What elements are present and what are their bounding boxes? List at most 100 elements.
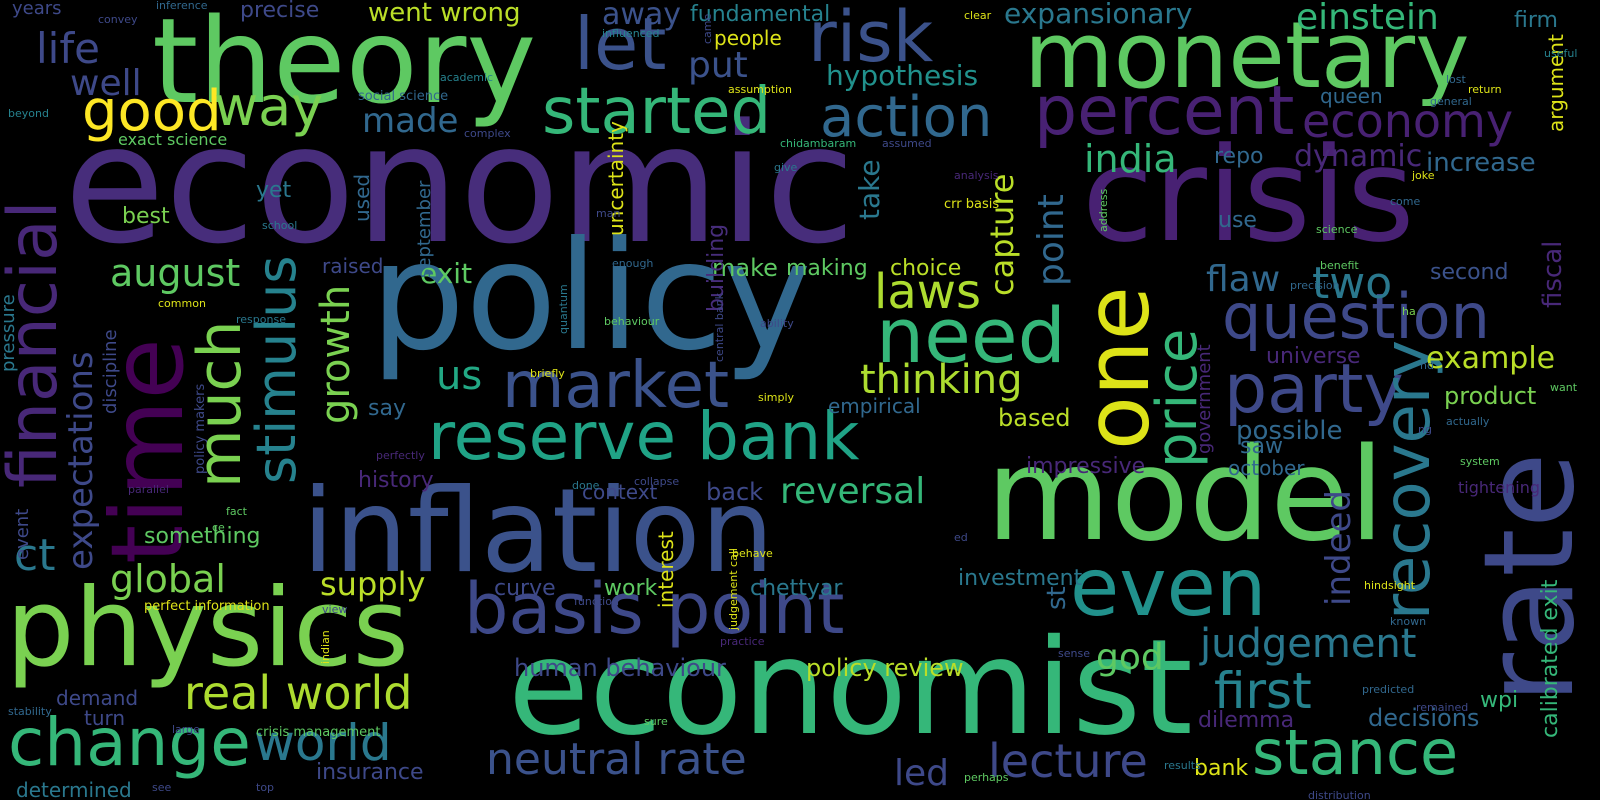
word: two <box>1312 258 1393 309</box>
word: stimulus <box>245 255 308 485</box>
word: increase <box>1426 148 1536 178</box>
word: change <box>8 704 251 781</box>
word: inference <box>156 0 208 12</box>
word: hypothesis <box>826 59 979 92</box>
word: behaviour <box>604 315 660 328</box>
word: august <box>110 251 241 295</box>
word: second <box>1430 260 1509 285</box>
word: influenced <box>602 27 660 40</box>
word: turn <box>84 706 126 730</box>
word: led <box>894 753 950 794</box>
word: address <box>1097 188 1110 232</box>
word: life <box>36 24 100 73</box>
word: einstein <box>1296 0 1439 38</box>
word: discipline <box>100 329 121 414</box>
word: sense <box>1058 647 1090 660</box>
word: fundamental <box>690 2 831 27</box>
word: ed <box>954 531 968 544</box>
word: economic <box>64 89 856 280</box>
word: parallel <box>128 483 169 496</box>
word: fiscal <box>1538 240 1568 308</box>
word: away <box>602 0 682 32</box>
word: pressure <box>0 294 19 372</box>
word: put <box>688 45 748 86</box>
word: want <box>1550 381 1578 394</box>
word: used <box>350 173 374 222</box>
word: return <box>1468 83 1502 96</box>
word: making <box>786 256 868 281</box>
word: exit <box>420 257 473 290</box>
word: possible <box>1236 416 1343 446</box>
word: september <box>414 180 435 278</box>
word: question <box>1222 280 1490 353</box>
word: flaw <box>1206 259 1281 300</box>
word: product <box>1444 382 1537 410</box>
word: make <box>712 254 778 282</box>
word: raised <box>322 254 384 278</box>
word: based <box>998 404 1071 432</box>
word: social science <box>358 89 449 104</box>
word: done <box>572 479 600 492</box>
word: monetary <box>1024 2 1470 109</box>
word: human behaviour <box>514 654 726 682</box>
word: actually <box>1446 415 1490 428</box>
word: investment <box>958 566 1083 591</box>
word: give <box>774 161 798 174</box>
word: curve <box>494 576 556 601</box>
word: sure <box>644 715 668 728</box>
word: expansionary <box>1004 0 1193 30</box>
word: party <box>1224 350 1404 429</box>
word: hindsight <box>1364 579 1416 592</box>
word: empirical <box>828 394 921 418</box>
word: action <box>820 85 993 150</box>
word: stance <box>1252 716 1459 789</box>
word: complex <box>464 127 511 140</box>
word: risk <box>808 0 934 78</box>
word: economist <box>508 611 1193 765</box>
word: central bank <box>713 293 726 362</box>
word: results <box>1164 759 1201 772</box>
word: say <box>368 396 406 421</box>
word: indeed <box>1319 490 1359 606</box>
word: model <box>986 421 1385 570</box>
word: choice <box>890 256 962 281</box>
word: demand <box>56 686 139 710</box>
word: function <box>574 595 619 608</box>
word: come <box>1390 195 1421 208</box>
word: benefit <box>1320 259 1359 272</box>
word: something <box>144 524 261 549</box>
word: lost <box>1446 73 1466 86</box>
word: came <box>701 13 714 44</box>
word: percent <box>1034 72 1295 151</box>
word: common <box>158 297 206 310</box>
word: convey <box>98 13 138 26</box>
word: crisis <box>1082 119 1415 271</box>
word: reversal <box>780 471 926 512</box>
word: perhaps <box>964 771 1009 784</box>
word: remained <box>1416 701 1469 714</box>
word: universe <box>1266 344 1361 369</box>
word: predicted <box>1362 683 1415 696</box>
word: enough <box>612 257 654 270</box>
word: india <box>1084 137 1177 181</box>
word: back <box>706 478 764 506</box>
word: global <box>110 557 226 601</box>
word: distribution <box>1308 789 1371 800</box>
word: dynamic <box>1294 139 1423 174</box>
word: made <box>362 101 459 141</box>
word: example <box>1426 341 1556 376</box>
word: behave <box>732 547 773 560</box>
word: beyond <box>8 107 49 120</box>
word: repo <box>1214 144 1264 169</box>
word: analysis <box>954 169 999 182</box>
word: crr basis <box>944 197 1000 212</box>
word: clear <box>964 9 992 22</box>
word: perfect information <box>144 599 270 614</box>
word: even <box>1070 541 1267 634</box>
word: decisions <box>1368 704 1480 732</box>
word: quantum <box>557 284 570 334</box>
word: perfectly <box>376 449 425 462</box>
word: useful <box>1544 47 1578 60</box>
word: laws <box>874 264 982 320</box>
word: expectations <box>61 351 101 570</box>
